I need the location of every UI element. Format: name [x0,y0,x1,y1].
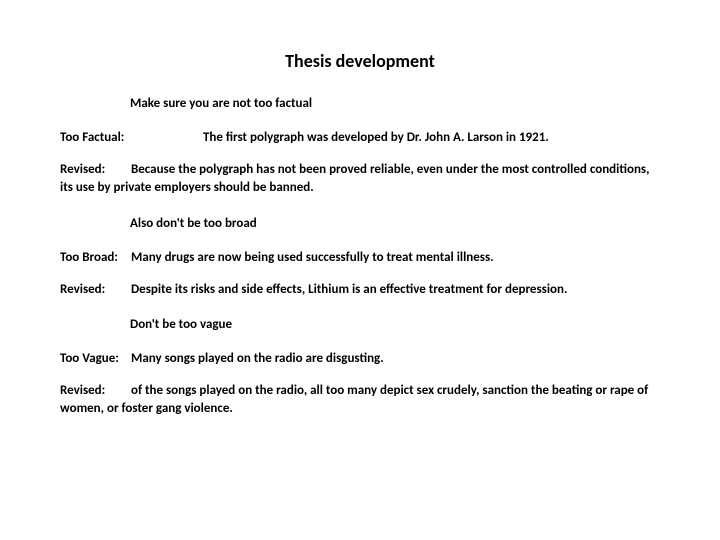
document-page: Thesis development Make sure you are not… [0,0,720,473]
revised-vague-label: Revised: [60,382,128,400]
revised-factual-text: Because the polygraph has not been prove… [60,162,649,195]
revised-factual-row: Revised: Because the polygraph has not b… [60,161,660,197]
revised-broad-label: Revised: [60,281,128,299]
instruction-factual: Make sure you are not too factual [130,96,660,111]
page-title: Thesis development [60,50,660,72]
too-factual-text: The first polygraph was developed by Dr.… [203,130,549,145]
revised-vague-text: of the songs played on the radio, all to… [60,383,648,416]
too-factual-label: Too Factual: [60,129,200,147]
too-broad-text: Many drugs are now being used successful… [131,250,494,265]
instruction-vague: Don't be too vague [130,317,660,332]
too-vague-row: Too Vague: Many songs played on the radi… [60,350,660,368]
revised-vague-row: Revised: of the songs played on the radi… [60,382,660,418]
revised-broad-text: Despite its risks and side effects, Lith… [131,282,568,297]
too-vague-label: Too Vague: [60,350,128,368]
too-vague-text: Many songs played on the radio are disgu… [131,351,384,366]
too-broad-label: Too Broad: [60,249,128,267]
revised-factual-label: Revised: [60,161,128,179]
revised-broad-row: Revised: Despite its risks and side effe… [60,281,660,299]
too-factual-row: Too Factual: The first polygraph was dev… [60,129,660,147]
too-broad-row: Too Broad: Many drugs are now being used… [60,249,660,267]
instruction-broad: Also don't be too broad [130,216,660,231]
